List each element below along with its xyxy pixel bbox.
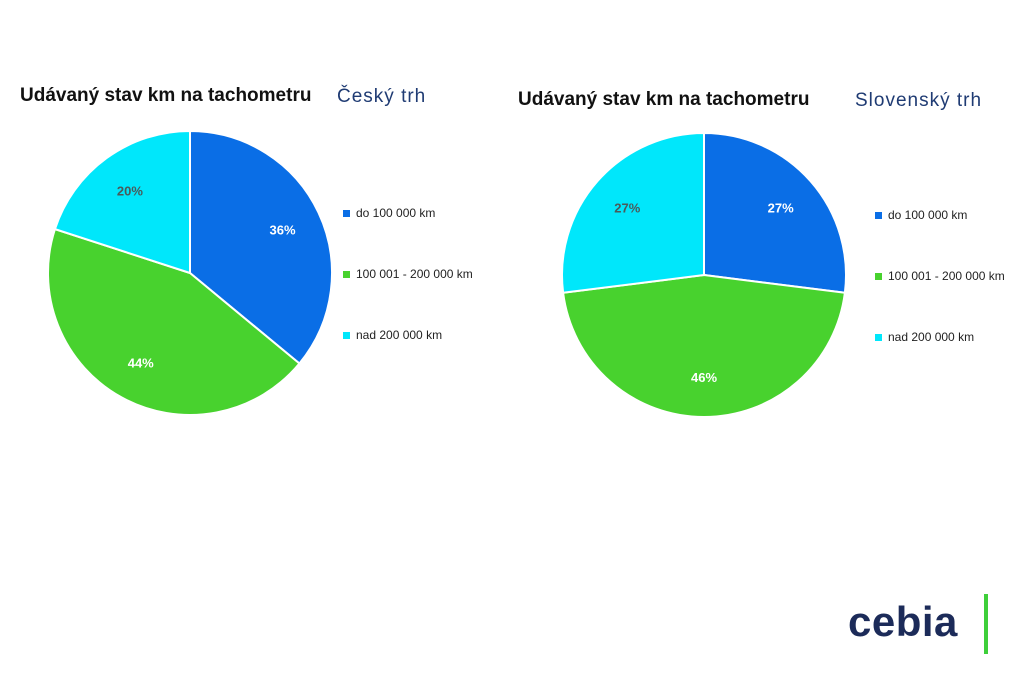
chart-2-slice-1-label: 46% [691,370,717,385]
logo-accent-bar [984,594,988,654]
chart-1-slice-0 [189,129,333,365]
chart-1-slice-1 [47,227,301,416]
chart-1-slice-0-label: 36% [269,222,295,237]
legend-label: do 100 000 km [888,208,968,222]
chart-2-slice-0 [703,131,847,294]
chart-2-legend-item-0: do 100 000 km [875,208,967,222]
chart-2-legend-item-1: 100 001 - 200 000 km [875,269,1005,283]
chart-1-title: Udávaný stav km na tachometru [20,85,312,106]
chart-1-legend-item-2: nad 200 000 km [343,328,442,342]
cebia-logo: cebia [848,598,958,645]
legend-label: do 100 000 km [356,206,436,220]
legend-swatch [875,211,882,219]
chart-1-slice-2 [53,129,191,275]
chart-2-slice-2-label: 27% [614,200,640,215]
legend-label: 100 001 - 200 000 km [888,269,1005,283]
legend-swatch [343,209,350,217]
legend-label: nad 200 000 km [356,328,443,342]
chart-2-slice-1 [562,273,846,418]
legend-swatch [343,331,350,339]
chart-1-legend-item-0: do 100 000 km [343,206,435,220]
legend-swatch [875,272,882,280]
chart-2-slice-0-label: 27% [768,200,794,215]
chart-1-slice-2-label: 20% [117,183,143,198]
chart-2-slice-2 [561,131,705,294]
chart-1-legend-item-1: 100 001 - 200 000 km [343,267,473,281]
legend-swatch [875,333,882,341]
chart-2-market-label: Slovenský trh [855,90,983,111]
chart-1-slice-1-label: 44% [128,356,154,371]
chart-1-market-label: Český trh [337,86,427,107]
legend-swatch [343,270,350,278]
legend-label: 100 001 - 200 000 km [356,267,473,281]
chart-2-legend-item-2: nad 200 000 km [875,330,974,344]
legend-label: nad 200 000 km [888,330,975,344]
chart-2-title: Udávaný stav km na tachometru [518,89,810,110]
